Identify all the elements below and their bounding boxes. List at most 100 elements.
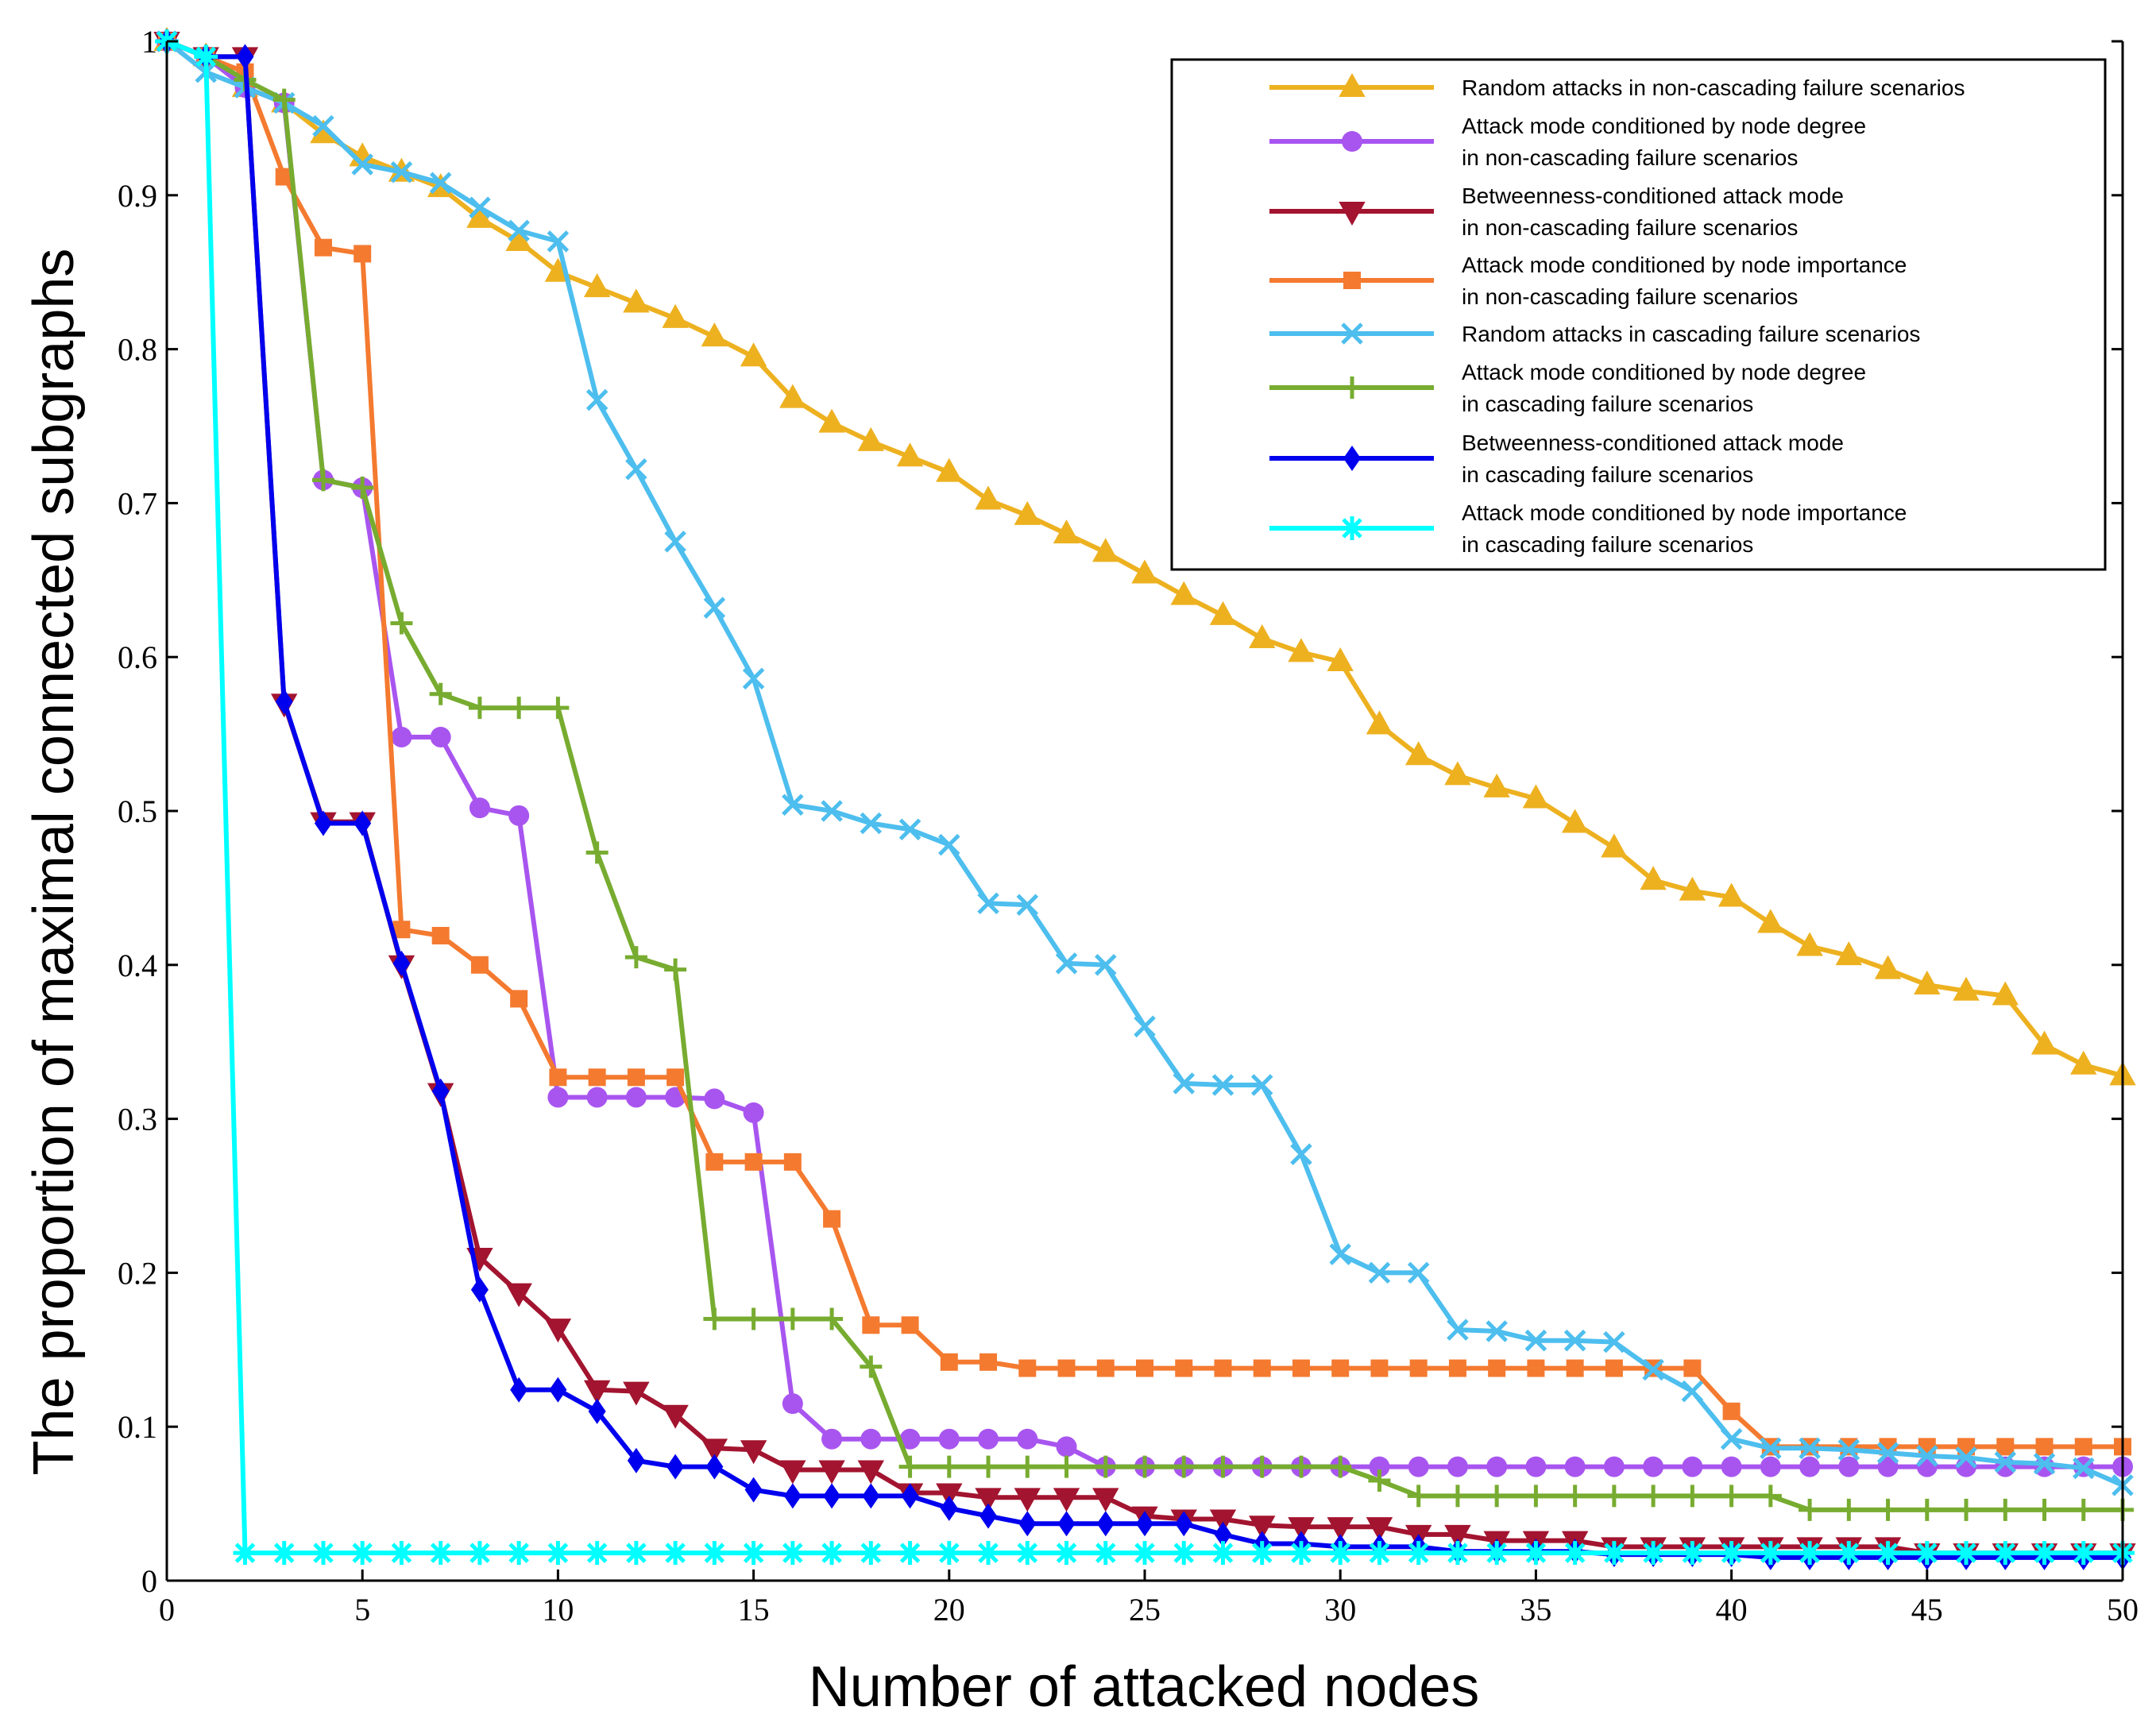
- data-point-s8-x33: [1445, 1541, 1470, 1566]
- data-point-s7-x24: [1096, 1511, 1115, 1537]
- data-point-s3-x18: [857, 1460, 885, 1485]
- data-point-s5-x28: [1250, 1074, 1273, 1096]
- data-point-s8-x6: [389, 1541, 414, 1566]
- legend-box: [1170, 58, 2107, 571]
- data-point-s2-x35: [1525, 1456, 1547, 1477]
- data-point-s3-x9: [505, 1283, 532, 1307]
- data-point-s6-x6: [390, 612, 413, 635]
- data-point-s2-x6: [391, 726, 412, 747]
- series-1: [153, 26, 2136, 1086]
- legend-label-3-line-2: in non-cascading failure scenarios: [1462, 215, 1798, 240]
- data-point-s5-x37: [1603, 1330, 1625, 1353]
- legend-label-2-line-1: Attack mode conditioned by node degree: [1462, 114, 1866, 138]
- data-point-s6-x14: [703, 1307, 726, 1330]
- data-point-s8-x9: [507, 1541, 531, 1566]
- data-point-s6-x31: [1368, 1469, 1391, 1492]
- data-point-s6-x25: [1134, 1455, 1156, 1478]
- data-point-s5-x24: [1094, 954, 1117, 976]
- y-tick-label: 1: [141, 24, 157, 60]
- data-point-s6-x15: [742, 1307, 765, 1330]
- data-point-s2-x34: [1486, 1456, 1508, 1477]
- data-point-s3-x27: [1209, 1509, 1237, 1534]
- data-point-s8-x24: [1093, 1541, 1118, 1566]
- data-point-s6-x34: [1486, 1485, 1509, 1508]
- data-point-s6-x35: [1524, 1485, 1547, 1508]
- y-axis-title: The proportion of maximal connected subg…: [22, 249, 86, 1476]
- data-point-s2-x9: [508, 805, 530, 826]
- data-point-s2-x45: [1916, 1456, 1938, 1477]
- data-point-s5-x26: [1173, 1072, 1196, 1095]
- data-point-s6-x37: [1602, 1485, 1625, 1508]
- data-point-s5-x6: [390, 160, 413, 183]
- data-point-s6-x19: [898, 1455, 922, 1478]
- data-point-s7-x19: [901, 1483, 919, 1509]
- data-point-s4-x10: [549, 1068, 567, 1087]
- data-point-s4-x37: [1605, 1359, 1623, 1377]
- data-point-s2-x8: [469, 797, 490, 819]
- data-point-s7-x6: [392, 950, 411, 976]
- data-point-s8-x29: [1289, 1541, 1313, 1566]
- data-point-s2-x20: [938, 1428, 960, 1450]
- data-point-s4-x5: [354, 245, 372, 263]
- data-point-s2-x18: [860, 1428, 882, 1450]
- legend-entry-2: Attack mode conditioned by node degree in…: [1269, 114, 1866, 170]
- data-point-s4-x25: [1136, 1359, 1153, 1377]
- data-point-s2-x22: [1017, 1428, 1038, 1450]
- legend-marker-1: [1339, 72, 1366, 97]
- data-point-s7-x15: [744, 1477, 763, 1503]
- data-point-s6-x13: [664, 958, 687, 981]
- data-point-s5-x10: [547, 230, 570, 253]
- data-point-s8-x10: [546, 1541, 570, 1566]
- data-point-s8-x18: [859, 1541, 883, 1566]
- data-point-s5-x35: [1524, 1329, 1547, 1352]
- data-point-s8-x43: [1837, 1541, 1861, 1566]
- data-point-s2-x23: [1056, 1436, 1077, 1458]
- data-point-s2-x41: [1760, 1456, 1781, 1477]
- data-point-s1-x18: [857, 427, 885, 451]
- data-point-s4-x30: [1331, 1359, 1350, 1377]
- data-point-s1-x27: [1209, 600, 1237, 625]
- data-point-s5-x18: [860, 812, 883, 835]
- data-point-s5-x23: [1055, 952, 1078, 975]
- data-point-s8-x16: [780, 1541, 805, 1566]
- data-point-s6-x12: [624, 946, 647, 969]
- data-point-s6-x18: [860, 1355, 883, 1378]
- data-point-s1-x14: [701, 322, 728, 347]
- data-point-s1-x28: [1249, 624, 1276, 648]
- data-point-s5-x49: [2072, 1457, 2095, 1480]
- legend: Random attacks in non-cascading failure …: [1170, 58, 2107, 571]
- data-point-s5-x22: [1016, 894, 1039, 916]
- x-tick-label: 50: [2107, 1592, 2139, 1628]
- data-point-s5-x41: [1760, 1437, 1782, 1460]
- data-point-s8-x21: [976, 1541, 1001, 1566]
- data-point-s2-x32: [1408, 1456, 1429, 1477]
- data-point-s4-x45: [1918, 1438, 1936, 1456]
- data-point-s1-x13: [662, 303, 689, 328]
- data-point-s6-x40: [1720, 1485, 1743, 1508]
- data-point-s1-x42: [1796, 932, 1823, 956]
- data-point-s8-x40: [1719, 1541, 1744, 1566]
- data-point-s6-x3: [272, 88, 296, 111]
- data-point-s3-x30: [1327, 1517, 1354, 1542]
- x-axis-title: Number of attacked nodes: [809, 1655, 1480, 1719]
- data-point-s8-x20: [937, 1541, 961, 1566]
- data-point-s5-x25: [1134, 1015, 1156, 1038]
- x-tick-label: 15: [738, 1592, 770, 1628]
- data-point-s8-x13: [663, 1541, 688, 1566]
- data-point-s4-x49: [2074, 1438, 2092, 1456]
- data-point-s8-x25: [1133, 1541, 1157, 1566]
- data-point-s8-x4: [311, 1541, 335, 1566]
- data-point-s8-x3: [272, 1541, 296, 1566]
- data-point-s6-x9: [508, 697, 531, 720]
- data-point-s3-x11: [583, 1380, 611, 1404]
- ticks-layer: 0 5 10 15 20 25 30 35 40 45 50 0 0.1 0.2 0.3 0.4 0.5 0.6 0…: [118, 24, 2139, 1628]
- data-point-s8-x42: [1798, 1541, 1822, 1566]
- data-point-s2-x10: [547, 1087, 569, 1108]
- data-point-s5-x30: [1329, 1243, 1351, 1265]
- data-point-s7-x9: [510, 1377, 528, 1403]
- series-layer: [153, 26, 2136, 1570]
- data-point-s8-x37: [1602, 1541, 1626, 1566]
- data-point-s6-x21: [977, 1455, 1000, 1478]
- y-tick-label: 0.8: [118, 332, 157, 368]
